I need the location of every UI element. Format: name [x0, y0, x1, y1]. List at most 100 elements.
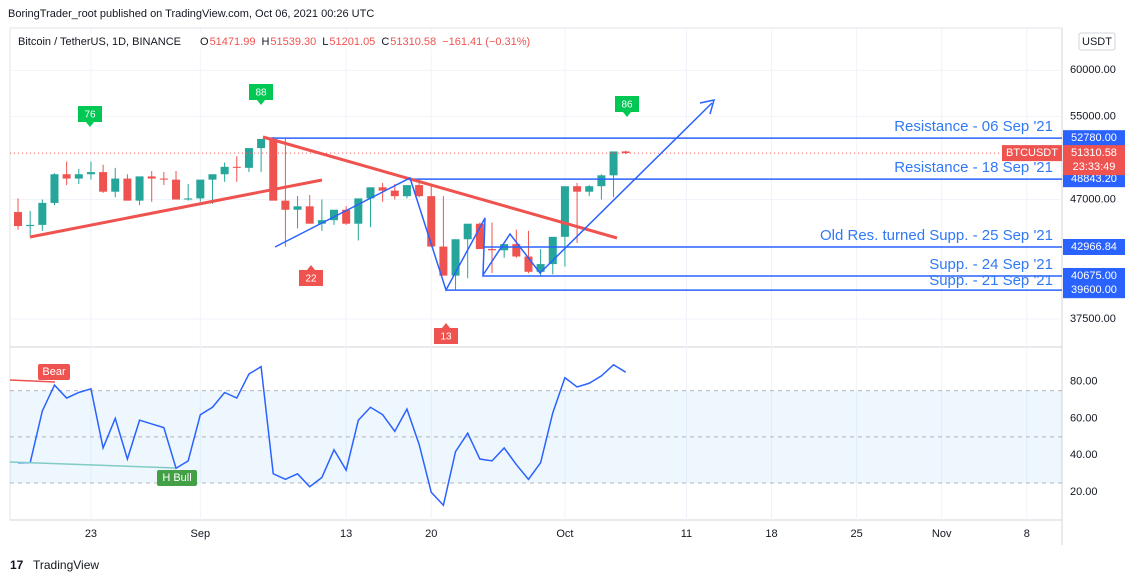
- candle-body: [512, 244, 521, 257]
- x-tick-label: Sep: [191, 528, 211, 540]
- candle-body: [560, 186, 569, 237]
- trend-line: [29, 178, 323, 239]
- candle-body: [354, 198, 363, 224]
- price-tag: [1063, 171, 1125, 188]
- divergence-line: [9, 461, 176, 469]
- pivot-high: [249, 84, 273, 105]
- x-tick-label: Oct: [556, 528, 573, 540]
- candle-body: [38, 202, 47, 225]
- candle-body: [548, 236, 557, 265]
- candle-body: [378, 187, 387, 191]
- candle-body: [317, 220, 326, 224]
- pattern-line: [274, 102, 713, 292]
- pivot-high: [615, 96, 639, 117]
- rsi-line: [18, 363, 627, 507]
- y-tick-label: 37500.00: [1070, 313, 1116, 325]
- candle-body: [147, 176, 156, 179]
- marks: [10, 136, 1062, 507]
- candle-body: [536, 264, 545, 272]
- y-tick-label: 55000.00: [1070, 110, 1116, 122]
- candle-body: [463, 223, 472, 240]
- x-tick-label: 25: [850, 528, 862, 540]
- unit: USDT: [1082, 36, 1112, 48]
- level-text: Resistance - 18 Sep '21: [894, 159, 1053, 176]
- y-tick-label: 47000.00: [1070, 193, 1116, 205]
- countdown: 23:33:49: [1073, 161, 1116, 173]
- ohlc-value: 51310.58: [390, 36, 436, 48]
- ohlc-key: C: [381, 36, 389, 48]
- candle-body: [402, 185, 411, 197]
- candle-body: [342, 209, 351, 224]
- price-tag-label: 39600.00: [1071, 284, 1117, 296]
- symbol-tag: [1002, 145, 1062, 162]
- rsi-tick-label: 20.00: [1070, 486, 1098, 498]
- candle-body: [14, 212, 23, 227]
- price-tag-label: 42966.84: [1071, 241, 1117, 253]
- x-tick-label: 8: [1024, 528, 1030, 540]
- candle-body: [609, 151, 618, 176]
- ohlc-key: O: [200, 36, 209, 48]
- change: −161.41 (−0.31%): [442, 36, 530, 48]
- candle-body: [159, 178, 168, 180]
- bull-tag: [157, 470, 197, 486]
- candle-body: [196, 179, 205, 199]
- candle-body: [50, 174, 59, 203]
- candle-body: [305, 206, 314, 224]
- rsi-tick-label: 60.00: [1070, 412, 1098, 424]
- candle-body: [257, 138, 266, 149]
- x-tick-label: 13: [340, 528, 352, 540]
- pivot-low: [299, 265, 323, 286]
- candle-body: [232, 166, 241, 168]
- x-tick-label: 23: [85, 528, 97, 540]
- brand-name: TradingView: [33, 558, 99, 572]
- unit-box[interactable]: [1078, 32, 1116, 51]
- logo: 17: [10, 558, 24, 572]
- rsi-band-fill: [10, 390, 1062, 484]
- candle-body: [123, 178, 132, 201]
- candle-body: [135, 176, 144, 201]
- pivot-markers: 76 88 22 13 86: [78, 84, 639, 344]
- last-price-label: 51310.58: [1071, 147, 1117, 159]
- candle-body: [111, 178, 120, 192]
- ohlc-key: H: [261, 36, 269, 48]
- candle-body: [585, 186, 594, 192]
- ohlc-value: 51471.99: [210, 36, 256, 48]
- last-price-tag: [1063, 145, 1125, 176]
- candle-body: [99, 172, 108, 192]
- x-tick-label: 20: [425, 528, 437, 540]
- pivot-label: 76: [84, 110, 96, 121]
- published-line: BoringTrader_root published on TradingVi…: [8, 8, 374, 20]
- candle-body: [293, 206, 302, 210]
- candle-body: [62, 174, 71, 179]
- candle-body: [220, 166, 229, 175]
- candle-body: [184, 198, 193, 200]
- pivot-label: 13: [440, 332, 452, 343]
- candle-body: [475, 223, 484, 250]
- candle-body: [281, 200, 290, 210]
- candle-body: [524, 256, 533, 272]
- rsi-band: [10, 390, 1062, 484]
- symbol: Bitcoin / TetherUS, 1D, BINANCE: [18, 36, 181, 48]
- drawings: Bear H Bull: [9, 99, 716, 486]
- legend-bg: [12, 33, 552, 49]
- brand: 17 TradingView: [10, 558, 99, 572]
- ohlc-key: L: [322, 36, 328, 48]
- candle-body: [597, 175, 606, 187]
- candle-body: [366, 187, 375, 199]
- pivot-label: 22: [305, 274, 317, 285]
- candle-body: [439, 246, 448, 276]
- bear-tag: [38, 364, 70, 380]
- level-text: Old Res. turned Supp. - 25 Sep '21: [820, 227, 1053, 244]
- grid: [10, 28, 1062, 520]
- candle-body: [86, 172, 95, 175]
- y-tick-label: 60000.00: [1070, 64, 1116, 76]
- pivot-label: 86: [621, 100, 633, 111]
- level-text: Supp. - 21 Sep '21: [929, 272, 1053, 289]
- candle-body: [26, 224, 35, 227]
- rsi-tick-label: 80.00: [1070, 375, 1098, 387]
- candle-body: [573, 186, 582, 192]
- pivot-label: 88: [255, 88, 267, 99]
- level-text: Resistance - 06 Sep '21: [894, 118, 1053, 135]
- x-tick-label: Nov: [932, 528, 952, 540]
